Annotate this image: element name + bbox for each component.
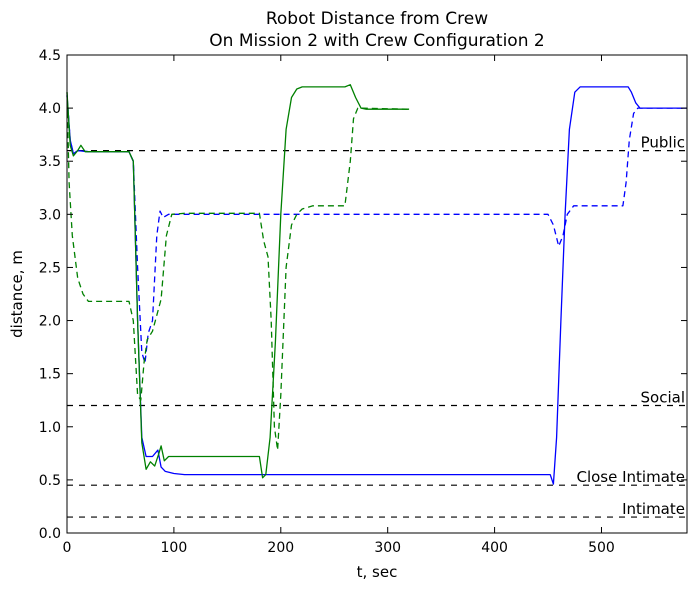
threshold-label: Close Intimate bbox=[576, 468, 685, 486]
x-tick-label: 400 bbox=[481, 540, 508, 556]
x-tick-label: 100 bbox=[161, 540, 188, 556]
x-tick-label: 200 bbox=[267, 540, 294, 556]
y-axis-label: distance, m bbox=[8, 250, 26, 338]
y-tick-label: 3.0 bbox=[39, 207, 61, 223]
chart-title: Robot Distance from Crew bbox=[266, 9, 488, 29]
y-tick-label: 2.0 bbox=[39, 314, 61, 330]
y-tick-label: 1.5 bbox=[39, 367, 61, 383]
x-tick-label: 500 bbox=[588, 540, 615, 556]
series-layer bbox=[66, 84, 687, 485]
series-line bbox=[66, 95, 687, 364]
x-tick-label: 0 bbox=[63, 540, 72, 556]
y-tick-label: 1.0 bbox=[39, 420, 61, 436]
threshold-layer: Public Social Close Intimate Intimate bbox=[67, 134, 687, 518]
y-tick-label: 3.5 bbox=[39, 154, 61, 170]
series-line bbox=[66, 84, 410, 479]
threshold-label: Social bbox=[641, 389, 685, 407]
tick-layer: 0 100 200 300 400 500 0.0 0.5 1.0 1.5 2.0 2.5 3.0 3.5… bbox=[39, 48, 687, 556]
x-axis-label: t, sec bbox=[357, 563, 398, 581]
y-tick-label: 4.5 bbox=[39, 48, 61, 64]
chart-subtitle: On Mission 2 with Crew Configuration 2 bbox=[209, 31, 544, 51]
series-line bbox=[66, 86, 687, 485]
threshold-label: Intimate bbox=[622, 500, 685, 518]
y-tick-label: 4.0 bbox=[39, 101, 61, 117]
y-tick-label: 0.0 bbox=[39, 526, 61, 542]
plot-frame bbox=[66, 54, 688, 534]
y-tick-label: 2.5 bbox=[39, 260, 61, 276]
x-tick-label: 300 bbox=[374, 540, 401, 556]
threshold-label: Public bbox=[641, 134, 685, 152]
y-tick-label: 0.5 bbox=[39, 473, 61, 489]
series-line bbox=[66, 92, 410, 451]
